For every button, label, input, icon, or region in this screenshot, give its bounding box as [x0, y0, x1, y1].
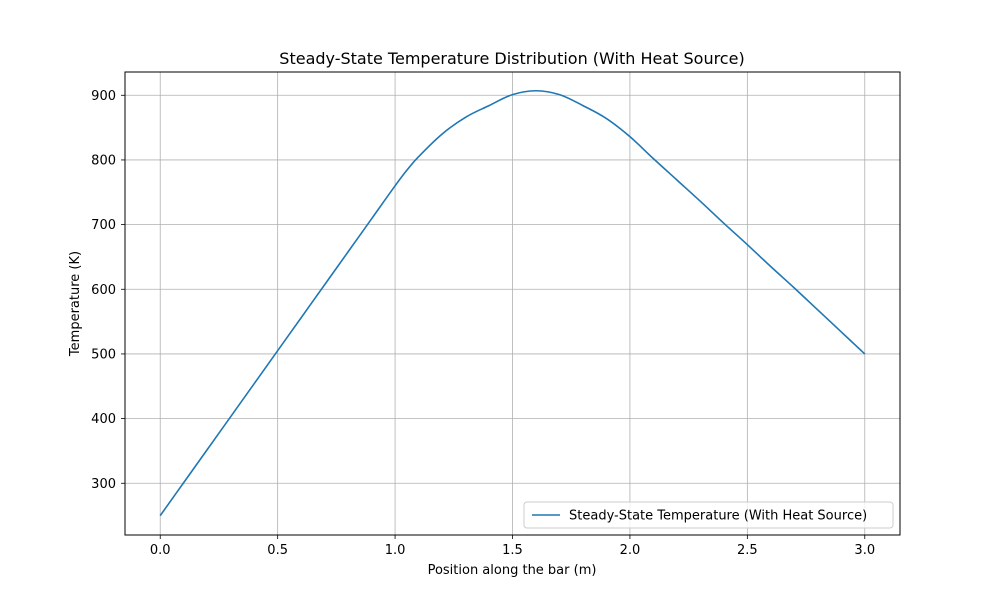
x-tick-label: 3.0	[854, 543, 875, 558]
legend: Steady-State Temperature (With Heat Sour…	[523, 501, 894, 529]
x-tick-label: 1.0	[385, 543, 406, 558]
y-tick-label: 900	[91, 89, 116, 104]
y-tick-label: 800	[91, 153, 116, 168]
x-tick-label: 1.5	[502, 543, 523, 558]
x-tick-label: 0.5	[267, 543, 288, 558]
x-tick-label: 2.5	[737, 543, 758, 558]
x-axis-label: Position along the bar (m)	[428, 563, 597, 578]
legend-entry-label: Steady-State Temperature (With Heat Sour…	[569, 509, 867, 524]
y-tick-label: 700	[91, 218, 116, 233]
y-axis-label: Temperature (K)	[68, 251, 83, 357]
series-line	[159, 89, 866, 517]
y-tick-label: 400	[91, 412, 116, 427]
y-tick-label: 300	[91, 477, 116, 492]
chart-title: Steady-State Temperature Distribution (W…	[279, 49, 744, 68]
x-tick-label: 0.0	[150, 543, 171, 558]
x-axis: 0.0 0.5 1.0 1.5 2.0 2.5 3.0	[150, 535, 875, 558]
y-tick-label: 500	[91, 347, 116, 362]
series-layer	[159, 89, 866, 517]
legend-box	[523, 501, 894, 529]
y-axis: 300 400 500 600 700 800 900	[91, 89, 125, 492]
x-tick-label: 2.0	[620, 543, 641, 558]
y-tick-label: 600	[91, 283, 116, 298]
